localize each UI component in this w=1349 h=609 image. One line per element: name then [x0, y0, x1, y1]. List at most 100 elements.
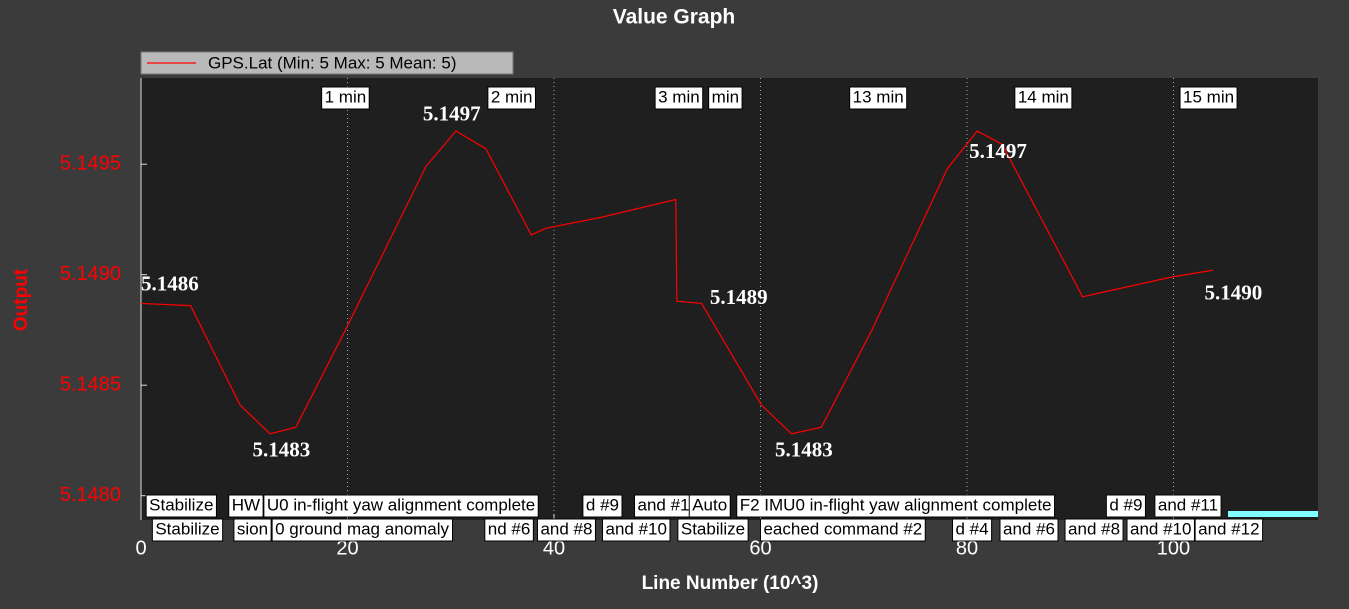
x-tick-label: 0 — [135, 537, 146, 559]
event-label-text: F2 IMU0 in-flight yaw alignment complete — [740, 495, 1052, 514]
event-label: and #1 — [634, 494, 694, 518]
y-tick-label: 5.1490 — [60, 263, 121, 285]
event-label-text: and #11 — [1158, 495, 1218, 514]
y-tick-label: 5.1480 — [60, 484, 121, 506]
time-marker: 1 min — [321, 86, 370, 110]
event-label-box — [999, 518, 1059, 542]
x-tick-label: 20 — [336, 537, 358, 559]
x-tick-label: 40 — [543, 537, 565, 559]
event-label-text: d #9 — [1109, 495, 1142, 514]
time-marker-text: 1 min — [325, 87, 367, 106]
time-marker-text: min — [712, 87, 739, 106]
time-marker-box — [1014, 86, 1073, 110]
event-label: eached command #2 — [759, 518, 926, 542]
event-label-box — [736, 494, 1056, 518]
event-label-box — [263, 494, 539, 518]
event-label-box — [677, 518, 749, 542]
event-label-box — [1064, 518, 1124, 542]
time-marker-box — [849, 86, 908, 110]
event-label-text: Stabilize — [149, 495, 213, 514]
time-marker-text: 13 min — [853, 87, 904, 106]
event-label: F2 IMU0 in-flight yaw alignment complete — [736, 494, 1056, 518]
time-marker: 13 min — [849, 86, 908, 110]
event-label: d #4 — [952, 518, 993, 542]
event-label-text: eached command #2 — [763, 519, 922, 538]
x-tick-label: 60 — [749, 537, 771, 559]
event-label-text: Auto — [692, 495, 727, 514]
time-marker-box — [654, 86, 704, 110]
event-label: and #10 — [1126, 518, 1195, 542]
event-label-box — [602, 518, 671, 542]
event-label: Stabilize — [151, 518, 224, 542]
event-label-text: U0 in-flight yaw alignment complete — [267, 495, 535, 514]
event-label-text: d #9 — [586, 495, 619, 514]
data-line — [140, 130, 1213, 435]
event-label-text: d #4 — [956, 519, 989, 538]
annotation: 5.1486 — [141, 272, 199, 296]
event-label-box — [1194, 518, 1264, 542]
event-label-text: Stabilize — [155, 519, 219, 538]
plot-area — [141, 78, 1318, 520]
time-marker: 2 min — [487, 86, 536, 110]
legend-label: GPS.Lat (Min: 5 Max: 5 Mean: 5) — [208, 53, 456, 72]
event-label: and #8 — [1064, 518, 1124, 542]
chart-title: Value Graph — [613, 6, 736, 29]
time-marker-box — [1179, 86, 1238, 110]
event-label-box — [536, 518, 596, 542]
event-label: and #12 — [1194, 518, 1264, 542]
event-label-box — [759, 518, 926, 542]
event-label: d #9 — [582, 494, 623, 518]
event-label-text: nd #6 — [488, 519, 531, 538]
event-label: and #6 — [999, 518, 1059, 542]
x-axis-label: Line Number (10^3) — [642, 573, 819, 594]
time-marker: 3 min — [654, 86, 704, 110]
event-label-box — [1154, 494, 1222, 518]
event-label: HW — [228, 494, 264, 518]
event-label-text: and #8 — [1068, 519, 1120, 538]
legend[interactable]: GPS.Lat (Min: 5 Max: 5 Mean: 5) — [140, 51, 514, 75]
event-label: Stabilize — [677, 518, 749, 542]
event-label-text: and #12 — [1198, 519, 1259, 538]
event-label-box — [228, 494, 264, 518]
annotation: 5.1483 — [775, 437, 833, 461]
event-label: and #11 — [1154, 494, 1222, 518]
y-tick-label: 5.1485 — [60, 373, 121, 395]
event-label-box — [151, 518, 224, 542]
event-label-text: HW — [232, 495, 260, 514]
event-label: sion — [233, 518, 272, 542]
event-label-text: 0 ground mag anomaly — [275, 519, 449, 538]
time-marker-text: 14 min — [1018, 87, 1069, 106]
event-label: Auto — [688, 494, 731, 518]
y-tick-label: 5.1495 — [60, 152, 121, 174]
annotation: 5.1497 — [969, 139, 1027, 163]
event-label-box — [952, 518, 993, 542]
annotation: 5.1483 — [253, 437, 311, 461]
event-label-text: and #10 — [1130, 519, 1191, 538]
event-label: nd #6 — [484, 518, 534, 542]
time-marker-box — [708, 86, 743, 110]
event-label-box — [1126, 518, 1195, 542]
event-label-text: and #6 — [1003, 519, 1055, 538]
annotation: 5.1489 — [710, 285, 768, 309]
event-label-text: and #10 — [606, 519, 667, 538]
time-marker-text: 2 min — [491, 87, 533, 106]
event-label-box — [1105, 494, 1146, 518]
time-marker-box — [321, 86, 370, 110]
event-label: U0 in-flight yaw alignment complete — [263, 494, 539, 518]
event-label: Stabilize — [145, 494, 217, 518]
time-marker: min — [708, 86, 743, 110]
event-label-box — [271, 518, 454, 542]
event-label: d #9 — [1105, 494, 1146, 518]
event-bar — [1228, 511, 1318, 517]
event-label-box — [582, 494, 623, 518]
y-axis-label: Output — [11, 268, 32, 331]
time-marker: 14 min — [1014, 86, 1073, 110]
event-label-text: and #8 — [540, 519, 592, 538]
time-marker-text: 3 min — [658, 87, 700, 106]
event-label-box — [484, 518, 534, 542]
event-label-box — [688, 494, 731, 518]
event-label: and #8 — [536, 518, 596, 542]
event-label: 0 ground mag anomaly — [271, 518, 454, 542]
